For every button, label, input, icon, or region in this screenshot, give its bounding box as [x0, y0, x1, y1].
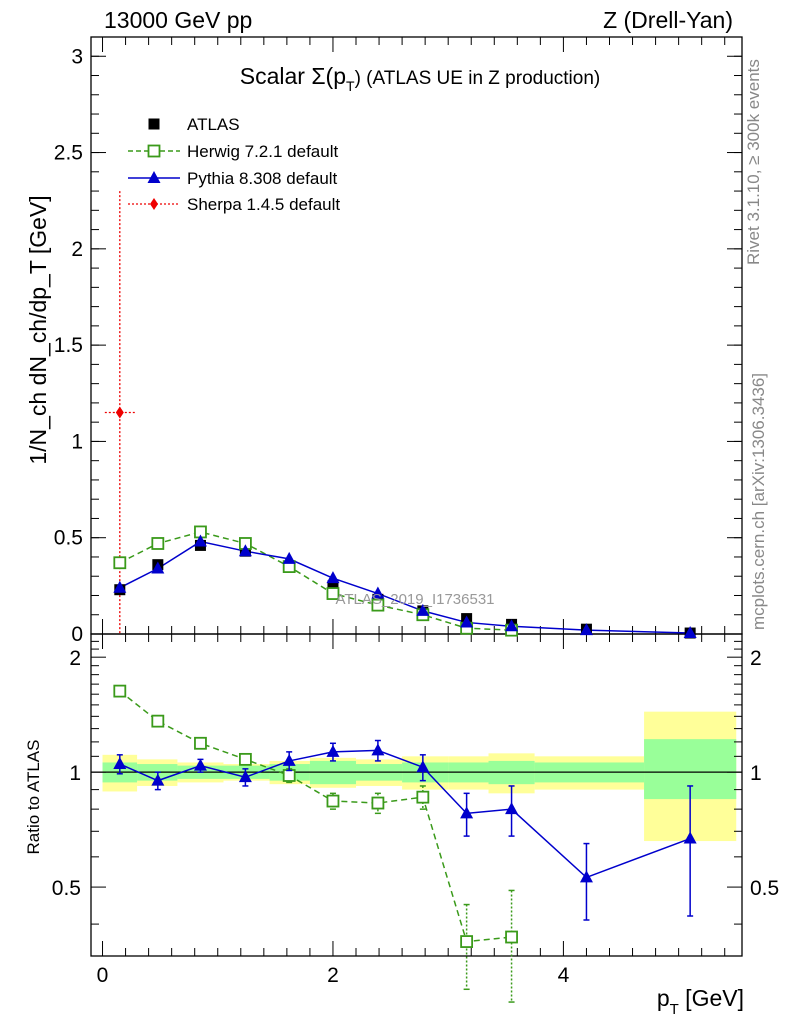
pythia-point — [416, 603, 430, 616]
header-right-label: Z (Drell-Yan) — [603, 7, 733, 33]
y-tick-label: 2.5 — [54, 142, 83, 165]
x-axis-title: pT [GeV] — [657, 985, 744, 1018]
legend-item: Herwig 7.2.1 default — [128, 142, 338, 161]
ratio-tick-label-right: 2 — [750, 647, 762, 670]
sherpa-point — [115, 406, 124, 419]
ratio-tick-label-left: 2 — [69, 647, 81, 670]
pythia-ratio-point — [326, 744, 340, 757]
pythia-point — [460, 615, 474, 628]
pythia-point — [326, 571, 340, 584]
pythia-ratio-point — [371, 743, 385, 756]
x-axis-title-rest: [GeV] — [679, 985, 744, 1011]
axes: 00.511.522.530 2 40.5 0.51 12 2 — [52, 36, 779, 987]
legend-label: ATLAS — [187, 115, 240, 134]
herwig-line — [119, 531, 512, 631]
ratio-tick-label-left: 0.5 — [52, 877, 81, 900]
watermark: ATLAS_2019_I1736531 — [335, 591, 494, 608]
header-left-label: 13000 GeV pp — [104, 7, 252, 33]
herwig-ratio-point — [371, 796, 385, 810]
y-tick-label: 0.5 — [54, 527, 83, 550]
pythia-point — [683, 626, 697, 639]
herwig-ratio-line — [119, 690, 512, 943]
y-axis-title: 1/N_ch dN_ch/dp_T [GeV] — [25, 195, 51, 464]
plot-title-sub: T — [346, 78, 355, 94]
pythia-ratio-point — [460, 806, 474, 819]
pythia-ratio-line — [119, 749, 691, 879]
plot-title: Scalar Σ(pT) (ATLAS UE in Z production) — [240, 63, 601, 94]
legend-label: Sherpa 1.4.5 default — [187, 195, 340, 214]
ratio-tick-label-left: 1 — [69, 762, 81, 785]
legend-item: ATLAS — [148, 115, 240, 134]
pythia-point — [151, 561, 165, 574]
herwig-point — [151, 537, 165, 550]
legend-marker-triangle — [147, 171, 161, 183]
pythia-point — [505, 619, 519, 632]
x-tick-label: 2 — [327, 964, 339, 987]
legend-item: Pythia 8.308 default — [128, 169, 338, 188]
ratio-y-label: Ratio to ATLAS — [24, 740, 43, 855]
herwig-point — [371, 598, 385, 612]
legend-label: Herwig 7.2.1 default — [187, 142, 338, 161]
pythia-point — [371, 586, 385, 599]
mcplots-label: mcplots.cern.ch [arXiv:1306.3436] — [749, 373, 768, 630]
y-tick-label: 1 — [71, 430, 83, 453]
plot-title-rest: ) (ATLAS UE in Z production) — [355, 68, 601, 89]
pythia-point — [113, 580, 127, 593]
herwig-ratio-point — [194, 736, 207, 750]
series — [104, 191, 697, 1003]
pythia-ratio-point — [238, 770, 252, 783]
herwig-ratio-point — [113, 684, 127, 698]
pythia-point — [282, 551, 296, 564]
rivet-label: Rivet 3.1.10, ≥ 300k events — [744, 59, 763, 265]
pythia-ratio-point — [683, 831, 697, 844]
x-tick-label: 0 — [97, 964, 109, 987]
y-axis-label: 1/N_ch dN_ch/dp_T [GeV] — [25, 195, 51, 464]
herwig-ratio-point — [238, 752, 252, 766]
x-axis-title-sub: T — [670, 1001, 679, 1018]
y-tick-label: 1.5 — [54, 334, 83, 357]
x-tick-label: 4 — [558, 964, 570, 987]
pythia-ratio-point — [193, 758, 207, 771]
herwig-ratio-point — [416, 790, 430, 804]
ratio-tick-label-right: 1 — [750, 762, 762, 785]
pythia-ratio-point — [579, 870, 593, 883]
legend-item: Sherpa 1.4.5 default — [128, 195, 340, 214]
legend-marker-square — [148, 118, 160, 130]
pythia-line — [119, 540, 691, 634]
pythia-ratio-point — [282, 753, 296, 766]
herwig-ratio-point — [326, 794, 340, 808]
herwig-ratio-point — [460, 935, 474, 948]
ratio-frame — [90, 633, 743, 957]
pythia-ratio-point — [505, 802, 519, 815]
herwig-ratio-point — [151, 714, 165, 728]
herwig-ratio-point — [505, 930, 518, 944]
pythia-point — [238, 544, 252, 557]
legend-label: Pythia 8.308 default — [187, 169, 338, 188]
legend-marker-open-square — [147, 144, 161, 158]
herwig-point — [113, 556, 127, 570]
pythia-point — [579, 623, 593, 636]
herwig-point — [326, 587, 340, 600]
y-tick-label: 0 — [71, 623, 83, 646]
atlas-point — [327, 580, 339, 592]
legend-marker-diamond — [150, 198, 158, 210]
ratio-bands — [102, 711, 737, 842]
ratio-tick-label-right: 0.5 — [750, 877, 779, 900]
y-tick-label: 3 — [71, 45, 83, 68]
y-tick-label: 2 — [71, 238, 83, 261]
plot-title-main: Scalar Σ(p — [240, 63, 346, 89]
pythia-point — [193, 534, 207, 547]
herwig-ratio-point — [282, 769, 296, 782]
x-axis-title-main: p — [657, 985, 670, 1011]
pythia-ratio-point — [113, 757, 127, 770]
pythia-ratio-point — [151, 773, 165, 786]
legend: ATLAS Herwig 7.2.1 default Pythia 8.308 de… — [128, 115, 340, 214]
pythia-ratio-point — [416, 760, 430, 773]
